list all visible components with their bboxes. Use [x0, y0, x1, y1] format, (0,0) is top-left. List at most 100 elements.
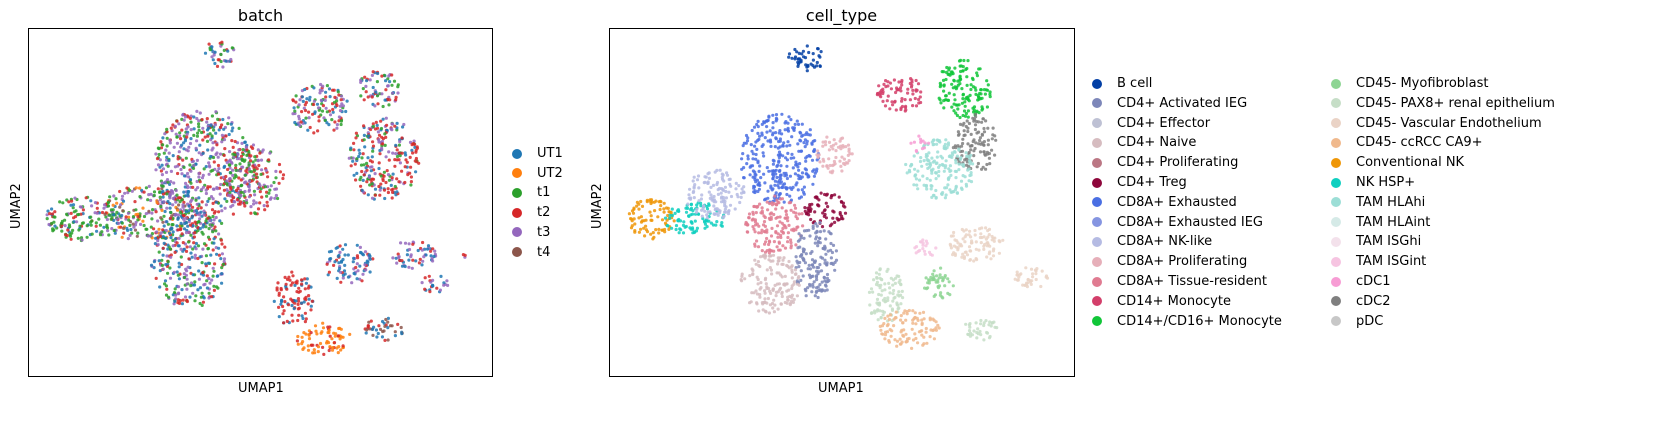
scatter-point — [759, 281, 763, 285]
scatter-point — [801, 274, 805, 278]
scatter-point — [364, 331, 368, 335]
scatter-point — [822, 229, 826, 233]
scatter-point — [963, 104, 967, 108]
scatter-point — [760, 228, 764, 232]
scatter-point — [805, 229, 809, 233]
scatter-point — [182, 174, 187, 178]
scatter-point — [303, 108, 308, 113]
scatter-point — [208, 185, 212, 189]
scatter-point — [937, 96, 941, 100]
scatter-point — [724, 196, 728, 200]
scatter-point — [205, 279, 209, 283]
scatter-point — [924, 326, 928, 331]
scatter-point — [210, 45, 214, 49]
scatter-point — [982, 321, 986, 325]
scatter-point — [136, 215, 140, 219]
scatter-point — [708, 196, 712, 200]
scatter-point — [152, 190, 157, 194]
scatter-point — [807, 213, 811, 217]
scatter-point — [670, 226, 674, 230]
scatter-point — [371, 85, 375, 90]
scatter-point — [112, 218, 116, 222]
scatter-point — [713, 212, 717, 216]
scatter-point — [932, 269, 936, 273]
scatter-point — [753, 244, 757, 248]
scatter-point — [338, 104, 343, 108]
scatter-point — [801, 224, 805, 228]
scatter-point — [377, 324, 381, 328]
scatter-point — [782, 171, 786, 175]
scatter-point — [243, 140, 247, 144]
scatter-point — [769, 234, 774, 238]
scatter-point — [808, 276, 812, 280]
scatter-point — [297, 306, 301, 310]
scatter-point — [277, 315, 281, 319]
scatter-point — [985, 244, 989, 248]
scatter-point — [281, 312, 285, 316]
scatter-point — [803, 261, 807, 265]
scatter-point — [306, 286, 310, 290]
scatter-point — [907, 168, 911, 172]
scatter-point — [277, 305, 281, 309]
scatter-point — [961, 252, 965, 256]
scatter-point — [207, 126, 211, 130]
scatter-point — [808, 234, 812, 238]
scatter-point — [1001, 238, 1005, 242]
scatter-point — [168, 182, 172, 186]
scatter-point — [386, 97, 390, 101]
scatter-point — [284, 282, 288, 286]
scatter-point — [401, 125, 405, 129]
scatter-point — [279, 300, 284, 304]
legend-marker — [1331, 197, 1341, 208]
scatter-point — [824, 237, 828, 241]
scatter-point — [888, 313, 893, 317]
scatter-point — [914, 322, 918, 326]
scatter-point — [839, 147, 843, 151]
scatter-point — [254, 158, 258, 162]
scatter-point — [179, 247, 183, 251]
scatter-point — [335, 123, 339, 127]
scatter-point — [934, 326, 938, 330]
scatter-point — [921, 343, 925, 347]
scatter-point — [189, 120, 193, 124]
scatter-point — [754, 173, 758, 177]
scatter-point — [313, 324, 318, 328]
scatter-point — [234, 188, 239, 193]
scatter-point — [365, 168, 369, 172]
scatter-point — [790, 152, 794, 156]
scatter-point — [228, 150, 232, 154]
scatter-point — [648, 199, 653, 204]
scatter-point — [751, 225, 755, 229]
scatter-point — [196, 186, 200, 190]
scatter-point — [161, 253, 165, 257]
scatter-point — [283, 275, 287, 279]
scatter-point — [218, 192, 222, 196]
scatter-point — [795, 119, 799, 123]
scatter-point — [888, 107, 892, 111]
scatter-point — [77, 212, 81, 217]
scatter-point — [1031, 272, 1035, 276]
scatter-point — [222, 127, 226, 131]
scatter-point — [352, 256, 356, 260]
scatter-point — [184, 156, 188, 160]
scatter-point — [982, 150, 986, 154]
scatter-point — [935, 142, 939, 146]
scatter-point — [105, 226, 110, 230]
scatter-point — [205, 117, 209, 121]
scatter-point — [215, 285, 219, 289]
scatter-point — [427, 274, 431, 278]
scatter-point — [930, 171, 934, 175]
scatter-point — [899, 330, 903, 334]
scatter-point — [160, 187, 164, 191]
scatter-point — [676, 208, 680, 212]
scatter-point — [961, 92, 965, 96]
scatter-point — [666, 224, 670, 228]
scatter-point — [960, 244, 964, 248]
scatter-point — [775, 245, 779, 249]
scatter-point — [776, 215, 780, 219]
scatter-point — [267, 191, 271, 195]
scatter-point — [201, 271, 205, 275]
scatter-point — [337, 326, 341, 331]
scatter-point — [329, 249, 333, 253]
scatter-point — [252, 199, 256, 203]
